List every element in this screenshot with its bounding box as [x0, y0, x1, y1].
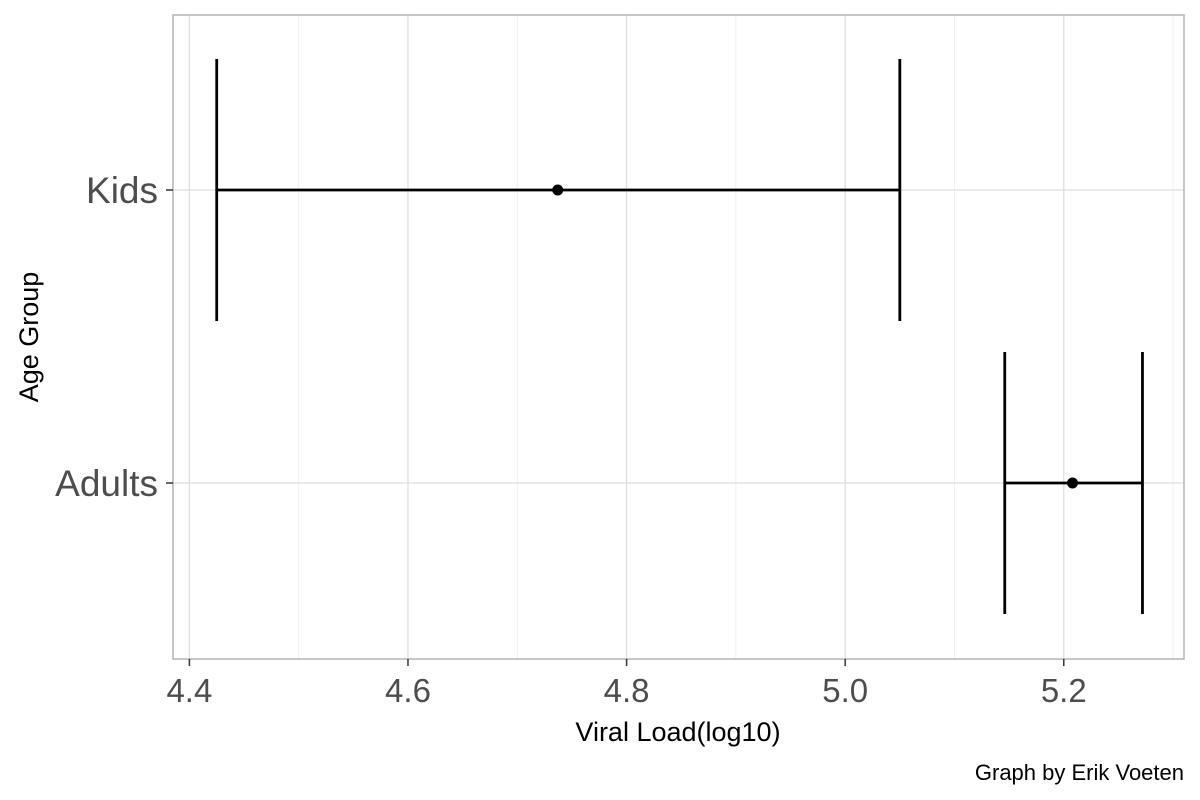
marks-layer — [215, 59, 1144, 614]
point-estimate-adults — [1067, 477, 1079, 489]
point-estimate-kids — [552, 184, 564, 196]
y-tick-label-adults: Adults — [55, 463, 158, 504]
y-tick-label-kids: Kids — [86, 170, 158, 211]
x-tick-label: 5.2 — [1041, 672, 1087, 709]
ticks-layer: 4.4 4.6 4.8 5.0 5.2 Kids Adults — [55, 170, 1087, 709]
x-tick-label: 5.0 — [822, 672, 868, 709]
panel-border — [172, 14, 1185, 660]
x-axis-title: Viral Load(log10) — [575, 717, 780, 747]
chart-caption: Graph by Erik Voeten — [975, 760, 1184, 785]
y-axis-title: Age Group — [14, 272, 44, 403]
x-tick-label: 4.6 — [385, 672, 431, 709]
grid-layer — [173, 15, 1184, 659]
x-tick-label: 4.8 — [604, 672, 650, 709]
x-tick-label: 4.4 — [166, 672, 212, 709]
